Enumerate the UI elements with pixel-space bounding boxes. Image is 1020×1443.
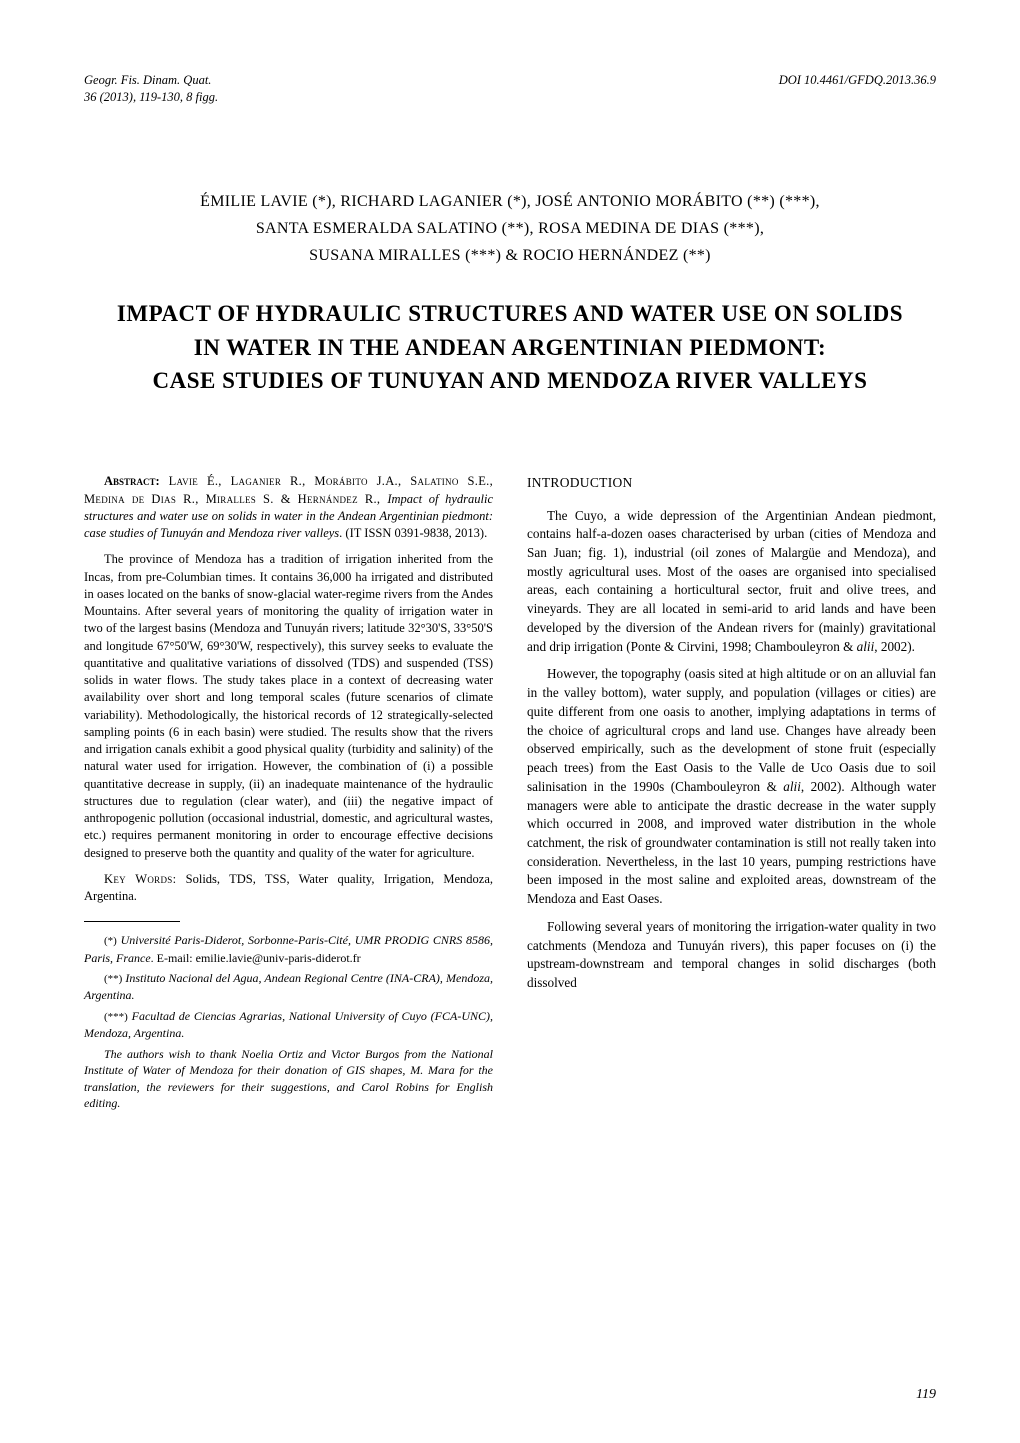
section-heading-introduction: INTRODUCTION: [527, 473, 936, 492]
intro-p2-b: , 2002). Although water managers were ab…: [527, 779, 936, 906]
keywords-label: Key Words:: [104, 872, 176, 886]
abstract-label: Abstract:: [104, 474, 160, 488]
acknowledgements: The authors wish to thank Noelia Ortiz a…: [84, 1046, 493, 1112]
footnote-2-mark: (**): [104, 973, 122, 985]
intro-para-1: The Cuyo, a wide depression of the Argen…: [527, 507, 936, 657]
intro-p2-alii: alii: [783, 779, 801, 794]
intro-p1-a: The Cuyo, a wide depression of the Argen…: [527, 508, 936, 654]
doi: DOI 10.4461/GFDQ.2013.36.9: [779, 72, 936, 106]
journal-info: Geogr. Fis. Dinam. Quat. 36 (2013), 119-…: [84, 72, 218, 106]
left-column: Abstract: Lavie É., Laganier R., Morábit…: [84, 473, 493, 1115]
page: Geogr. Fis. Dinam. Quat. 36 (2013), 119-…: [0, 0, 1020, 1443]
intro-p2-a: However, the topography (oasis sited at …: [527, 666, 936, 793]
abstract-citation: Abstract: Lavie É., Laganier R., Morábit…: [84, 473, 493, 542]
footnotes: (*) Université Paris-Diderot, Sorbonne-P…: [84, 932, 493, 1111]
footnote-3-mark: (***): [104, 1011, 128, 1023]
intro-p1-b: , 2002).: [874, 639, 915, 654]
authors-block: ÉMILIE LAVIE (*), RICHARD LAGANIER (*), …: [84, 188, 936, 270]
right-column: INTRODUCTION The Cuyo, a wide depression…: [527, 473, 936, 1115]
intro-p1-alii: alii: [857, 639, 875, 654]
footnote-1-email: . E-mail: emilie.lavie@univ-paris-didero…: [151, 951, 361, 965]
abstract-citation-tail: . (IT ISSN 0391-9838, 2013).: [339, 526, 487, 540]
footnote-1-mark: (*): [104, 935, 117, 947]
footnote-3-affiliation: Facultad de Ciencias Agrarias, National …: [84, 1009, 493, 1040]
acknowledgements-text: The authors wish to thank Noelia Ortiz a…: [84, 1047, 493, 1111]
journal-title: Geogr. Fis. Dinam. Quat.: [84, 73, 211, 87]
abstract-body: The province of Mendoza has a tradition …: [84, 551, 493, 862]
keywords: Key Words: Solids, TDS, TSS, Water quali…: [84, 871, 493, 906]
page-number: 119: [916, 1387, 936, 1403]
footnote-2: (**) Instituto Nacional del Agua, Andean…: [84, 970, 493, 1004]
footnote-2-affiliation: Instituto Nacional del Agua, Andean Regi…: [84, 971, 493, 1002]
intro-para-2: However, the topography (oasis sited at …: [527, 665, 936, 909]
two-column-body: Abstract: Lavie É., Laganier R., Morábit…: [84, 473, 936, 1115]
footnote-rule: [84, 921, 180, 922]
journal-issue: 36 (2013), 119-130, 8 figg.: [84, 90, 218, 104]
article-title: IMPACT OF HYDRAULIC STRUCTURES AND WATER…: [88, 297, 932, 397]
footnote-3: (***) Facultad de Ciencias Agrarias, Nat…: [84, 1008, 493, 1042]
intro-para-3: Following several years of monitoring th…: [527, 918, 936, 993]
footnote-1: (*) Université Paris-Diderot, Sorbonne-P…: [84, 932, 493, 966]
running-header: Geogr. Fis. Dinam. Quat. 36 (2013), 119-…: [84, 72, 936, 106]
